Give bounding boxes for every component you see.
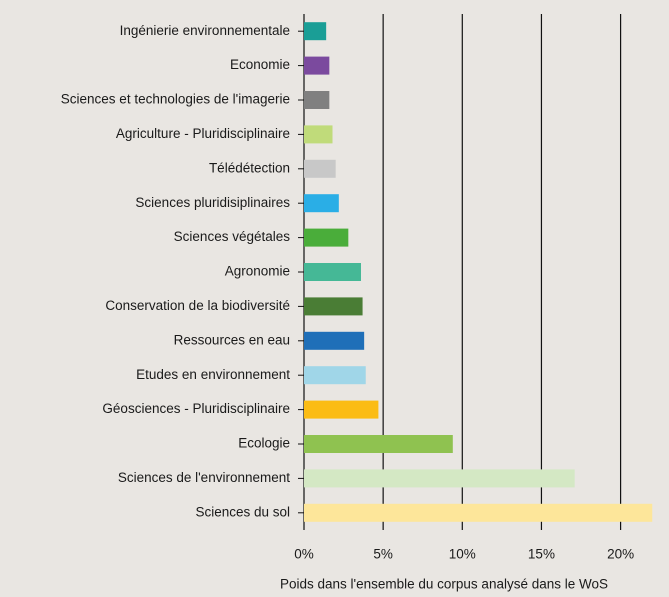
y-tick-label: Conservation de la biodiversité [105, 298, 290, 313]
bar [304, 400, 379, 419]
y-tick-label: Sciences pluridisiplinaires [135, 195, 290, 210]
y-tick-label: Economie [230, 57, 290, 72]
y-tick-label: Télédétection [209, 160, 290, 175]
bar [304, 22, 327, 41]
y-tick-label: Sciences végétales [174, 229, 291, 244]
bar [304, 125, 333, 144]
y-tick-label: Ingénierie environnementale [120, 23, 290, 38]
y-tick-label: Sciences de l'environnement [118, 470, 290, 485]
bar [304, 56, 330, 75]
y-tick-label: Agronomie [225, 264, 290, 279]
bar [304, 331, 365, 350]
x-tick-label: 0% [294, 547, 314, 562]
y-tick-label: Agriculture - Pluridisciplinaire [116, 126, 290, 141]
y-tick-label: Sciences du sol [195, 504, 290, 519]
x-tick-label: 15% [528, 547, 555, 562]
bar [304, 435, 453, 453]
x-tick-label: 20% [607, 547, 634, 562]
y-tick-label: Ressources en eau [174, 332, 290, 347]
bar [304, 503, 653, 522]
y-tick-label: Sciences et technologies de l'imagerie [61, 92, 290, 107]
bar [304, 91, 330, 109]
x-tick-label: 5% [373, 547, 393, 562]
y-tick-label: Ecologie [238, 436, 290, 451]
y-tick-label: Géosciences - Pluridisciplinaire [102, 401, 290, 416]
y-tick-label: Etudes en environnement [136, 367, 290, 382]
x-tick-label: 10% [449, 547, 476, 562]
bar [304, 366, 366, 385]
bar [304, 263, 361, 281]
bar [304, 194, 339, 213]
bar [304, 228, 349, 247]
x-axis-title: Poids dans l'ensemble du corpus analysé … [280, 577, 608, 592]
bar [304, 469, 575, 488]
bar [304, 159, 336, 178]
bar [304, 297, 363, 316]
